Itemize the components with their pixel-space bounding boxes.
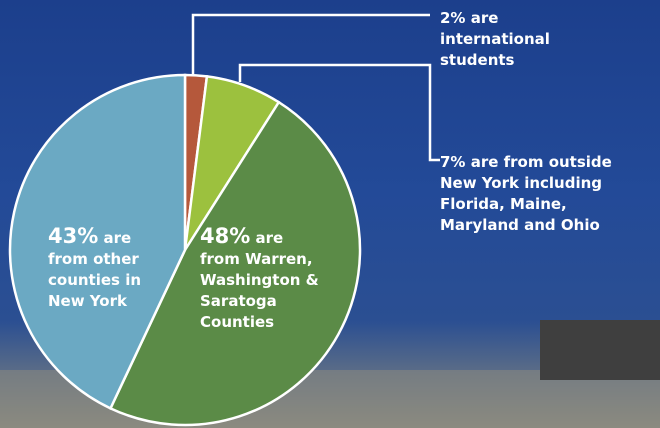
value-label: 48% <box>200 224 250 248</box>
category-label: are from outside New York including Flor… <box>440 153 612 234</box>
building-wing <box>540 320 660 380</box>
value-label: 2% <box>440 9 465 27</box>
infographic: 2% are international students 7% are from… <box>0 0 660 428</box>
slice-label: 7% are from outside New York including F… <box>440 152 650 236</box>
value-label: 7% <box>440 153 465 171</box>
value-label: 43% <box>48 224 98 248</box>
slice-label: 43% are from other counties in New York <box>48 226 160 312</box>
slice-label: 48% are from Warren, Washington & Sarato… <box>200 226 320 333</box>
slice-label: 2% are international students <box>440 8 590 71</box>
